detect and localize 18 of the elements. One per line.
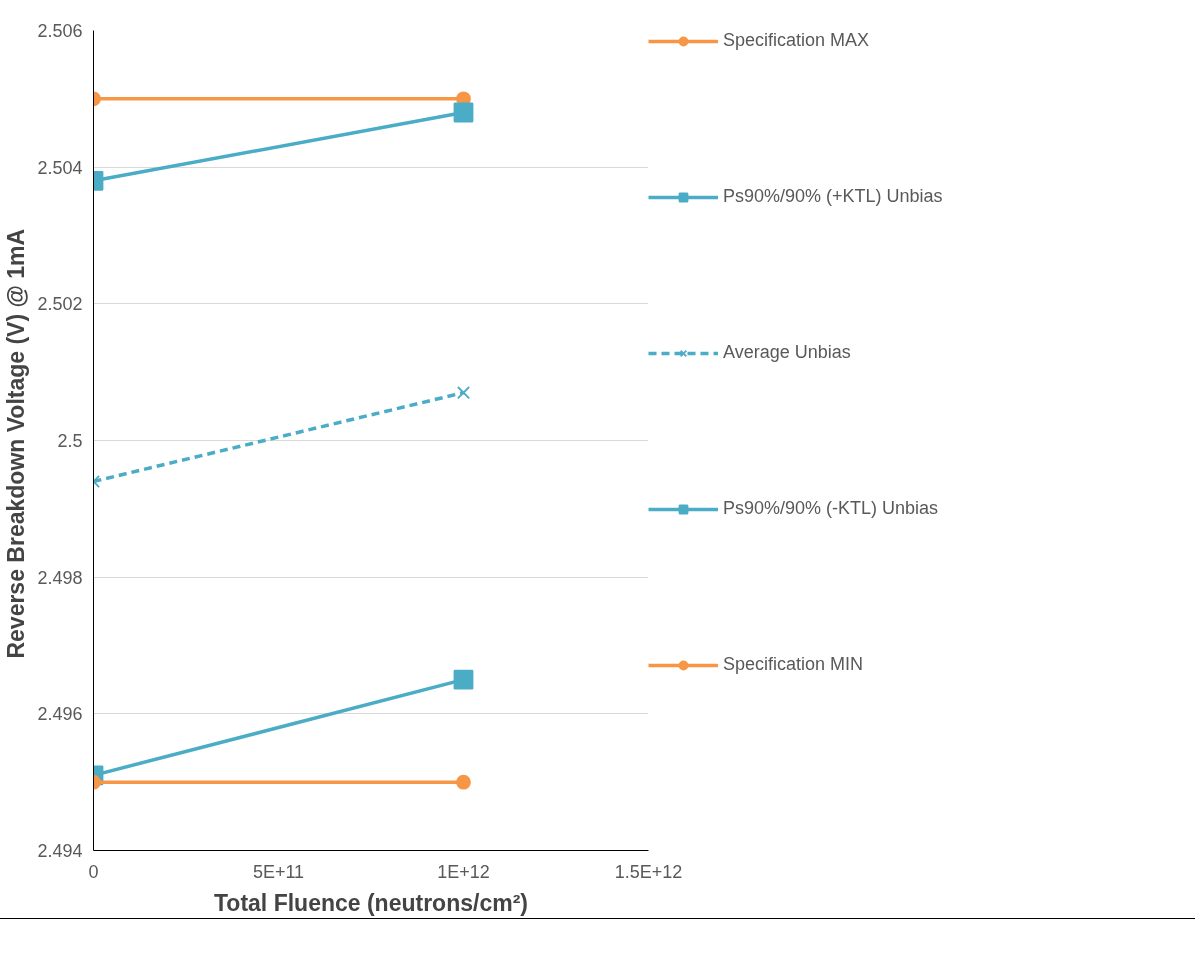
x-tick-label: 0 <box>88 861 99 882</box>
y-tick-label: 2.504 <box>37 157 83 178</box>
legend-label: Specification MAX <box>723 30 870 51</box>
legend-label: Ps90%/90% (+KTL) Unbias <box>723 186 943 207</box>
x-tick-label: 1.5E+12 <box>614 861 683 882</box>
legend-label: Ps90%/90% (-KTL) Unbias <box>723 498 939 519</box>
y-tick-label: 2.502 <box>37 294 83 315</box>
x-tick-label: 5E+11 <box>252 861 305 882</box>
y-tick-label: 2.494 <box>37 841 83 861</box>
y-tick-label: 2.5 <box>57 431 83 451</box>
legend-label: Average Unbias <box>723 342 851 363</box>
y-tick-label: 2.498 <box>37 567 83 588</box>
y-tick-label: 2.496 <box>37 704 83 725</box>
x-axis-title: Total Fluence (neutrons/cm²) <box>214 889 528 916</box>
y-axis-title: Reverse Breakdown Voltage (V) @ 1mA <box>3 228 30 659</box>
legend-label: Specification MIN <box>723 654 864 675</box>
y-tick-label: 2.506 <box>37 21 83 41</box>
x-tick-label: 1E+12 <box>437 861 490 882</box>
